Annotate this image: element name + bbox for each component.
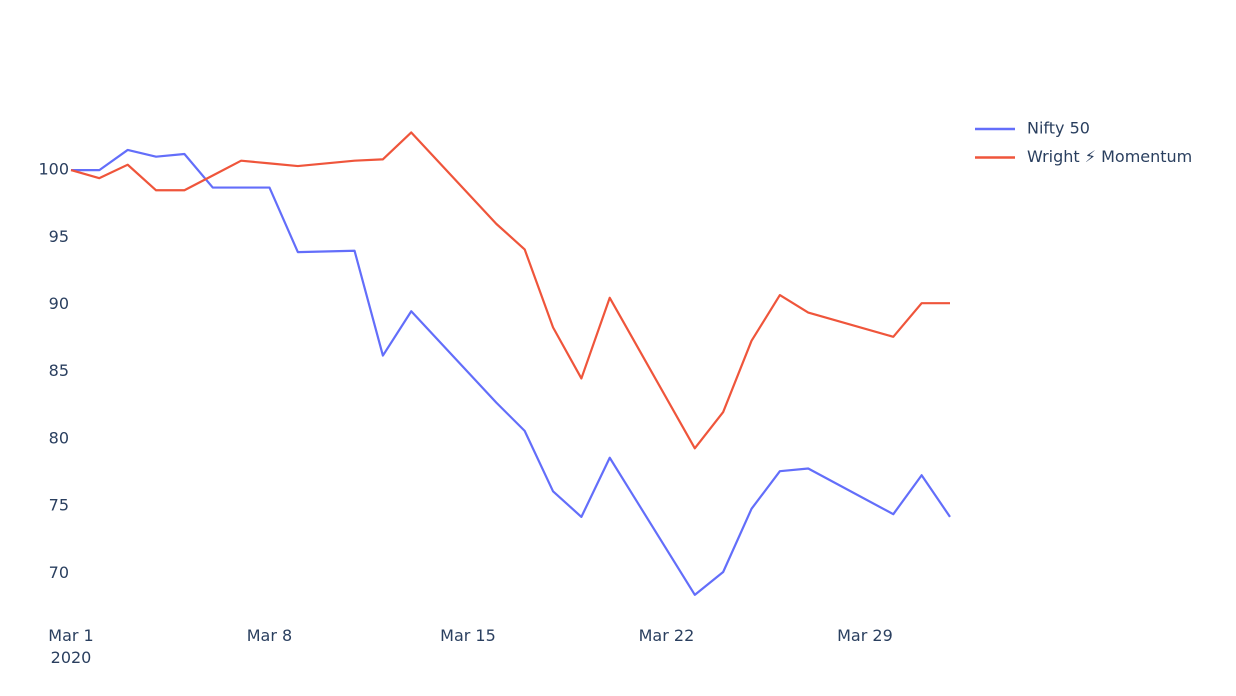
y-tick-label: 95 <box>49 227 69 246</box>
y-tick-label: 85 <box>49 361 69 380</box>
y-tick-label: 100 <box>38 160 69 179</box>
x-tick-label: Mar 22 <box>639 626 695 645</box>
x-tick-label: Mar 29 <box>837 626 893 645</box>
legend-label: Wright ⚡ Momentum <box>1027 147 1192 166</box>
y-tick-label: 80 <box>49 428 69 447</box>
line <box>70 131 950 450</box>
y-tick-label: 90 <box>49 294 69 313</box>
x-tick-label: Mar 15 <box>440 626 496 645</box>
line <box>71 148 951 596</box>
legend-label: Nifty 50 <box>1027 119 1090 138</box>
y-tick-label: 75 <box>49 496 69 515</box>
x-tick-label: Mar 8 <box>247 626 292 645</box>
y-tick-label: 70 <box>49 563 69 582</box>
x-tick-label: Mar 1 2020 <box>48 626 93 667</box>
